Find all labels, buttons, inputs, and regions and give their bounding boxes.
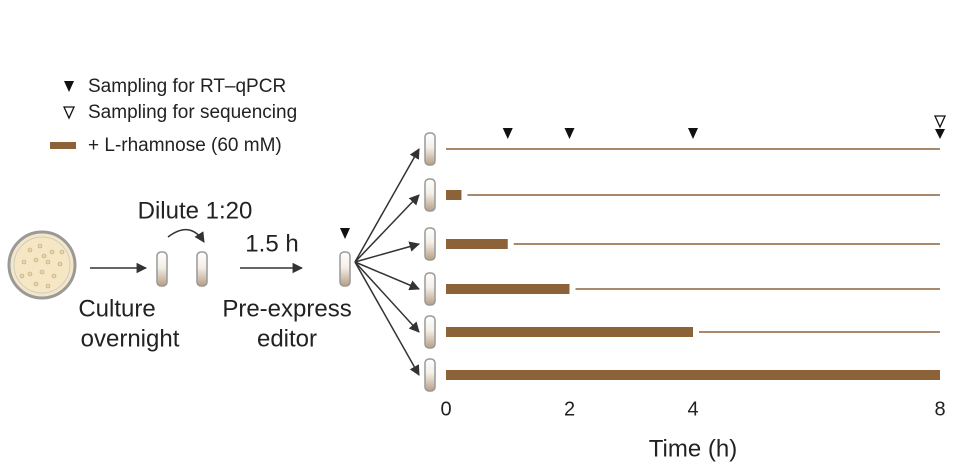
- tube: [156, 251, 168, 287]
- rhamnose-bar: [446, 239, 508, 249]
- arrow: [354, 261, 420, 376]
- rhamnose-bar: [446, 327, 693, 337]
- petri-dish: [7, 230, 77, 300]
- legend-label: Sampling for sequencing: [88, 102, 297, 123]
- arrow: [354, 148, 420, 263]
- tube: [424, 227, 436, 261]
- qpcr-sample-triangle: [935, 129, 945, 139]
- dilute-label: Dilute 1:20: [138, 197, 253, 224]
- arrow: [354, 194, 420, 263]
- preexpress-label: Pre-express: [222, 295, 351, 322]
- tube: [339, 251, 351, 287]
- qpcr-sample-triangle: [502, 128, 513, 139]
- legend-open-triangle: [62, 106, 76, 120]
- incubation-label: 1.5 h: [245, 230, 298, 257]
- arrow: [354, 241, 421, 263]
- preexpress-label: editor: [257, 325, 317, 352]
- qpcr-sample-triangle: [688, 128, 698, 139]
- legend-bar: [50, 142, 76, 149]
- x-tick-label: 2: [564, 398, 575, 420]
- tube: [424, 178, 436, 212]
- culture-label: Culture: [78, 295, 155, 322]
- tube: [196, 251, 208, 287]
- tube: [424, 315, 436, 349]
- x-axis-label: Time (h): [649, 435, 737, 462]
- sequencing-sample-triangle: [933, 115, 947, 129]
- curved-arrow: [167, 228, 205, 243]
- x-tick-label: 4: [687, 398, 698, 420]
- legend-label: + L-rhamnose (60 mM): [88, 135, 282, 156]
- sampling-triangle: [340, 228, 350, 239]
- rhamnose-bar: [446, 190, 462, 200]
- tube: [424, 272, 436, 306]
- rhamnose-bar: [446, 370, 940, 380]
- tube: [424, 358, 436, 392]
- qpcr-sample-triangle: [564, 128, 575, 139]
- rhamnose-bar: [446, 284, 570, 294]
- culture-label: overnight: [81, 325, 180, 352]
- tube: [424, 132, 436, 166]
- arrow: [354, 261, 420, 333]
- legend-filled-triangle: [64, 81, 74, 92]
- x-tick-label: 8: [934, 398, 945, 420]
- arrow: [354, 261, 420, 291]
- legend-label: Sampling for RT–qPCR: [88, 76, 286, 97]
- x-tick-label: 0: [440, 398, 451, 420]
